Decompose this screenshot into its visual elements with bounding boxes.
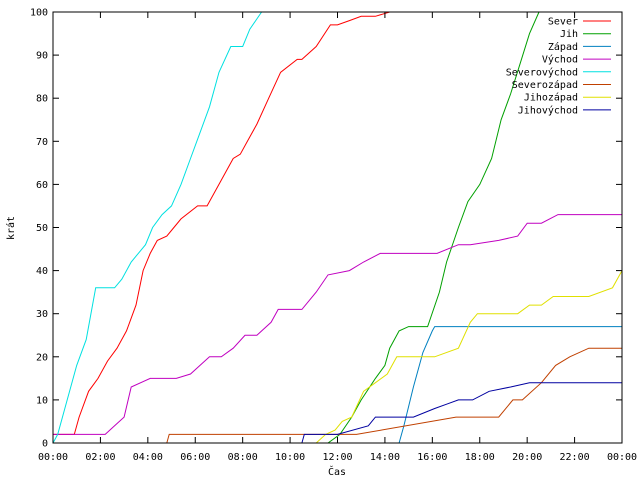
- legend: SeverJihZápadVýchodSeverovýchodSeverozáp…: [506, 17, 611, 116]
- legend-label-6: Jihozápad: [524, 92, 578, 104]
- legend-label-5: Severozápad: [512, 79, 578, 91]
- legend-label-0: Sever: [548, 17, 578, 28]
- y-tick-label: 10: [36, 395, 48, 406]
- ticks-layer: 0 10 20 30 40 50 60 70 80 90 100 00:00 02:00 04:00 06:…: [30, 8, 637, 464]
- y-tick-label: 70: [36, 137, 48, 148]
- x-tick-label: 04:00: [133, 452, 163, 463]
- series-line-7: [53, 382, 622, 444]
- series-line-6: [53, 270, 623, 444]
- series-layer: [52, 11, 623, 444]
- y-tick-label: 50: [36, 223, 48, 234]
- y-tick-label: 30: [36, 309, 48, 320]
- y-tick-label: 100: [30, 8, 48, 19]
- x-tick-label: 08:00: [228, 452, 258, 463]
- x-tick-label: 16:00: [417, 452, 447, 463]
- y-axis-label: krát: [5, 216, 17, 240]
- series-line-2: [53, 326, 622, 444]
- y-tick-label: 40: [36, 266, 48, 277]
- y-tick-label: 20: [36, 352, 48, 363]
- y-tick-label: 80: [36, 94, 48, 105]
- x-tick-label: 00:00: [607, 452, 637, 463]
- series-line-3: [53, 214, 622, 435]
- y-tick-label: 60: [36, 180, 48, 191]
- x-tick-label: 02:00: [85, 452, 115, 463]
- legend-label-1: Jih: [560, 29, 578, 40]
- x-tick-label: 18:00: [465, 452, 495, 463]
- series-line-0: [53, 11, 575, 435]
- x-tick-label: 10:00: [275, 452, 305, 463]
- legend-label-4: Severovýchod: [506, 66, 578, 78]
- x-tick-label: 22:00: [560, 452, 590, 463]
- legend-label-2: Západ: [548, 41, 578, 53]
- legend-label-7: Jihovýchod: [518, 104, 578, 116]
- y-tick-label: 90: [36, 51, 48, 62]
- x-tick-label: 06:00: [180, 452, 210, 463]
- x-axis-label: Čas: [328, 465, 346, 478]
- series-line-1: [53, 11, 540, 444]
- legend-label-3: Východ: [542, 54, 578, 66]
- series-line-5: [53, 347, 622, 444]
- x-tick-label: 14:00: [370, 452, 400, 463]
- x-tick-label: 12:00: [322, 452, 352, 463]
- x-tick-label: 20:00: [512, 452, 542, 463]
- y-tick-label: 0: [42, 439, 48, 450]
- series-line-4: [52, 11, 263, 444]
- x-tick-label: 00:00: [38, 452, 68, 463]
